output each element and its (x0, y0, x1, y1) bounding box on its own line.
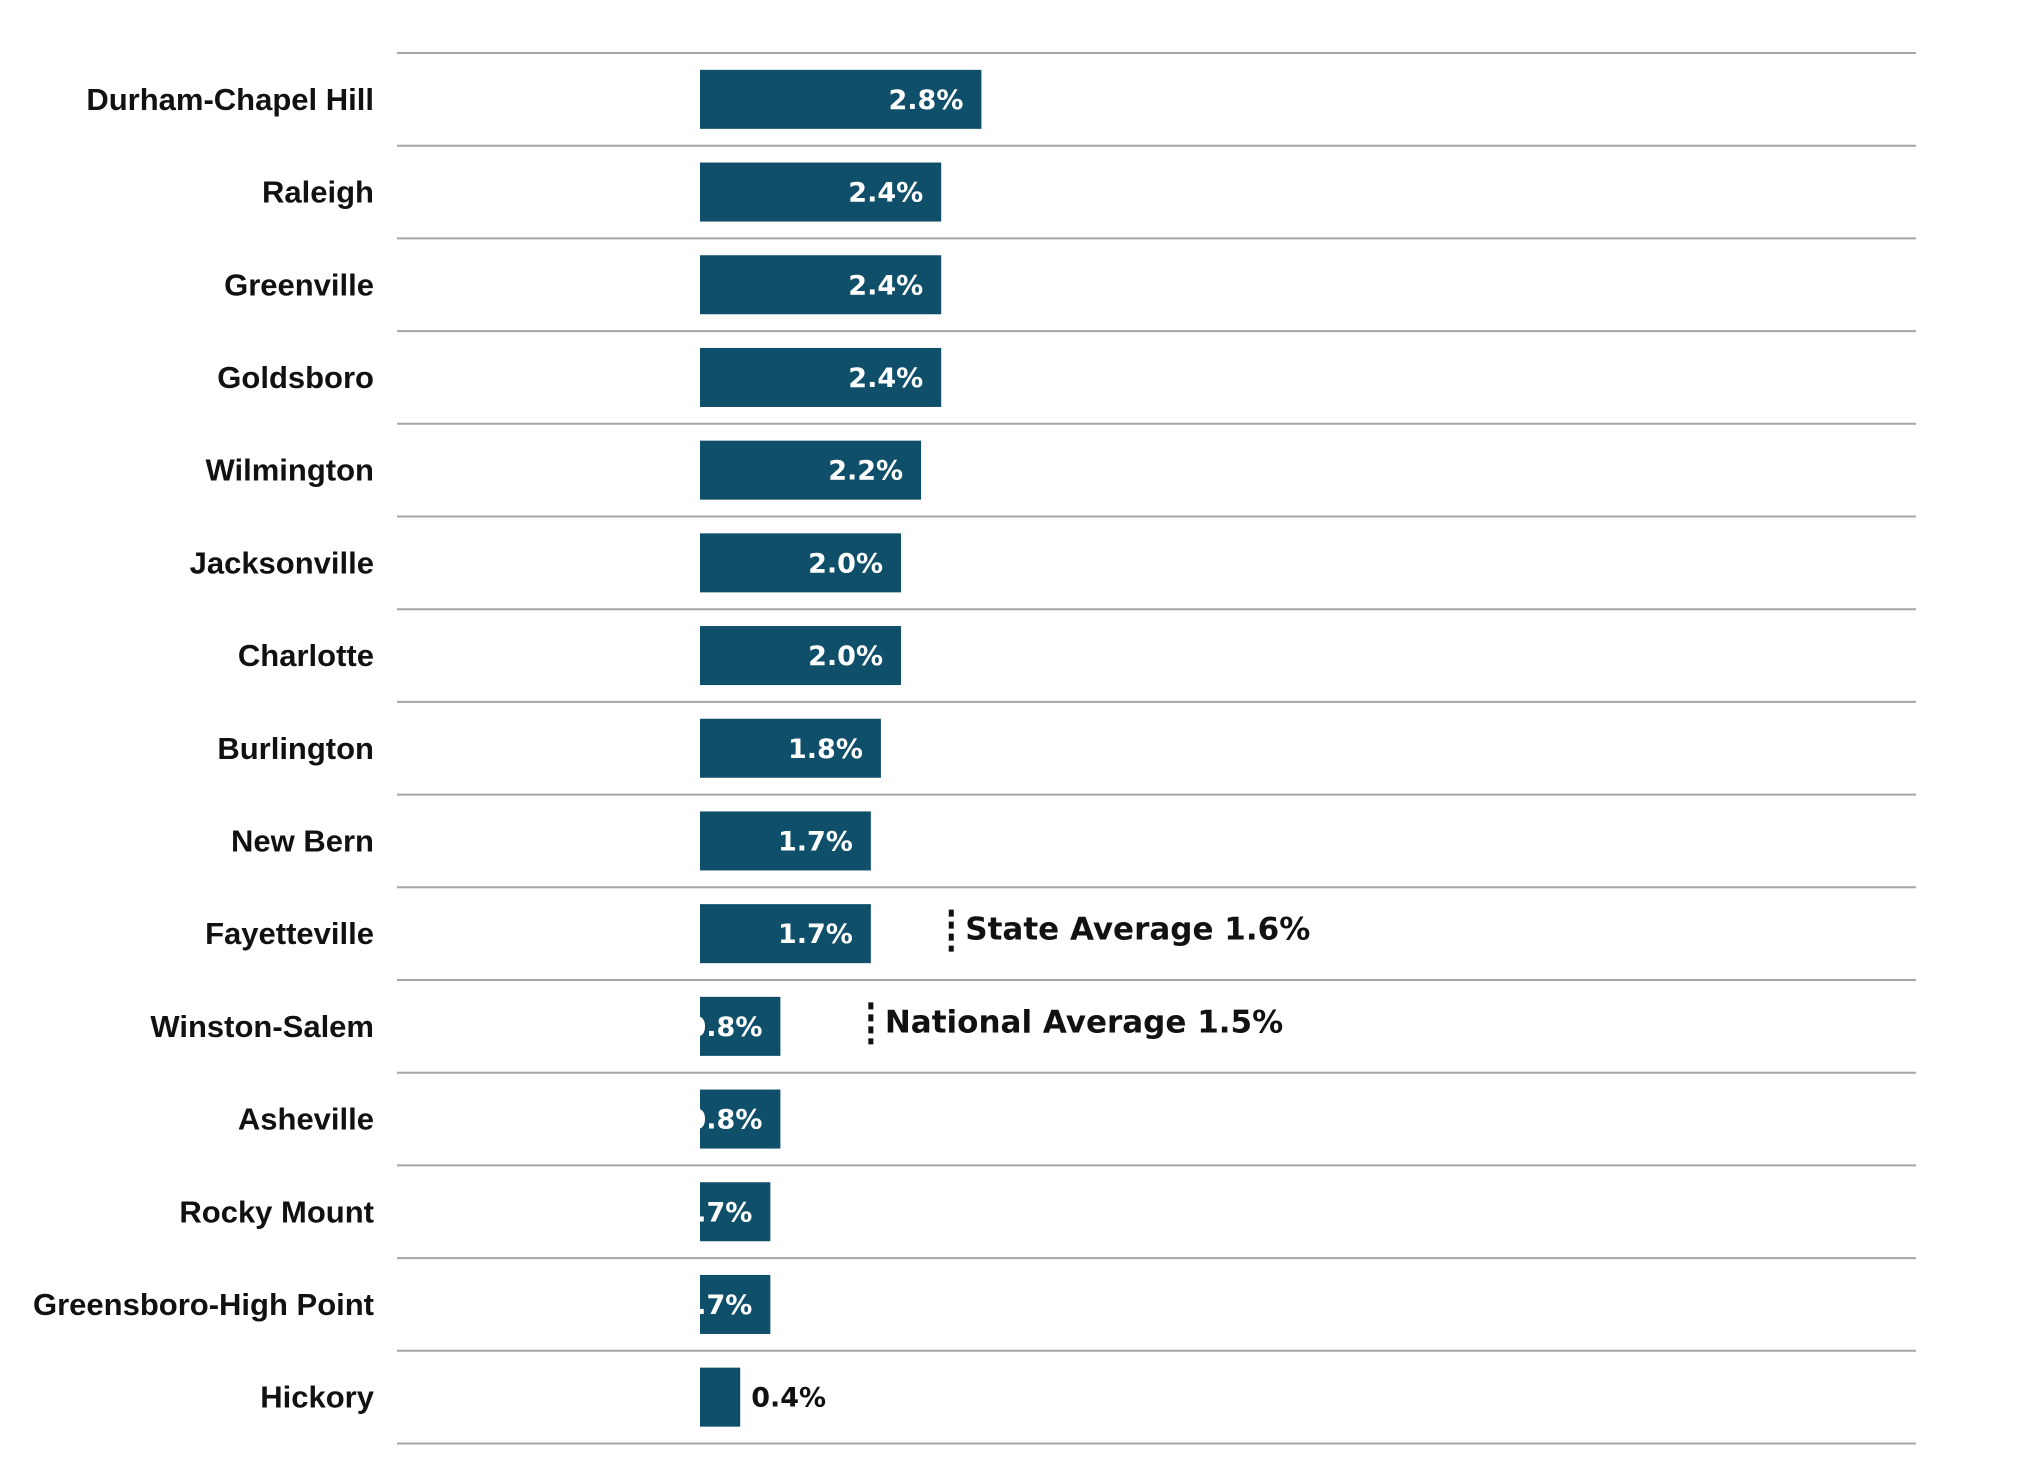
bar (700, 996, 781, 1056)
value-label: 1.8% (788, 734, 863, 765)
value-label: 2.4% (848, 178, 923, 209)
value-label: 2.4% (848, 363, 923, 394)
value-label: 2.2% (828, 456, 903, 487)
bar (700, 347, 942, 407)
reference-line-label: State Average 1.6% (965, 912, 1310, 948)
category-label: Wilmington (206, 453, 374, 488)
category-labels: Durham-Chapel Hill Raleigh Greenville Golds… (33, 82, 375, 1415)
bar (700, 162, 942, 222)
bar (700, 904, 871, 964)
value-label: 2.0% (808, 641, 883, 672)
category-label: Hickory (260, 1380, 374, 1415)
reference-line-label: National Average 1.5% (885, 1004, 1283, 1040)
bar (700, 1089, 781, 1149)
value-label: 0.7% (677, 1290, 752, 1321)
value-label: 2.8% (889, 85, 964, 116)
gridlines (397, 52, 1916, 1445)
bars (700, 69, 982, 1427)
value-labels: 2.8% 2.4% 2.4% 2.4% 2.2% 2.0% 2.0% 1.8% 1.7% 1.7%… (677, 85, 963, 1414)
category-label: Greensboro-High Point (33, 1287, 374, 1322)
value-label: 0.7% (677, 1197, 752, 1228)
category-label: Burlington (217, 731, 374, 766)
bar (700, 626, 901, 686)
category-label: Fayetteville (205, 916, 374, 951)
category-label: Rocky Mount (179, 1194, 374, 1229)
category-label: Goldsboro (217, 360, 374, 395)
value-label: 1.7% (778, 919, 853, 950)
bar (700, 255, 942, 315)
value-label: 2.4% (848, 270, 923, 301)
category-label: Winston-Salem (150, 1009, 374, 1044)
category-label: Raleigh (262, 175, 374, 210)
category-label: Jacksonville (190, 545, 374, 580)
value-label: 2.0% (808, 548, 883, 579)
bar (700, 1367, 741, 1427)
bar (700, 440, 922, 500)
bar (700, 1274, 771, 1334)
category-label: Asheville (238, 1102, 374, 1137)
category-label: Durham-Chapel Hill (86, 82, 374, 117)
value-label: 0.8% (688, 1012, 763, 1043)
category-label: Charlotte (238, 638, 374, 673)
bar (700, 1182, 771, 1242)
bar (700, 533, 901, 593)
value-label: 0.8% (688, 1105, 763, 1136)
category-label: New Bern (231, 823, 374, 858)
value-label: 0.4% (751, 1383, 826, 1414)
bar (700, 718, 881, 778)
category-label: Greenville (224, 267, 374, 302)
bar (700, 69, 982, 129)
bar (700, 811, 871, 871)
value-label: 1.7% (778, 826, 853, 857)
reference-lines: State Average 1.6% National Average 1.5% (868, 909, 1310, 1045)
